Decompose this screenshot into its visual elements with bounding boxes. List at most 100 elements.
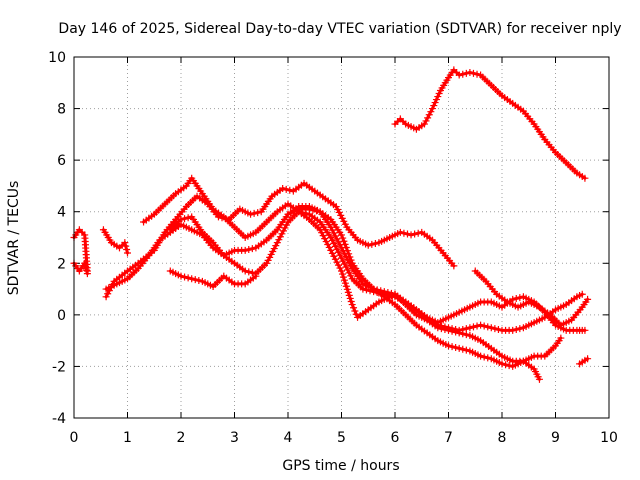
data-point [81, 259, 89, 267]
data-point [455, 326, 463, 334]
data-point [336, 264, 344, 272]
data-point [462, 325, 470, 333]
series-track-1 [70, 226, 91, 275]
series-track-10 [391, 290, 586, 334]
data-point [333, 235, 341, 243]
data-point [327, 246, 335, 254]
data-point [434, 321, 442, 329]
data-point [272, 242, 280, 250]
data-point [184, 214, 192, 222]
data-point [184, 274, 192, 282]
data-point [282, 185, 290, 193]
data-point [450, 262, 458, 270]
data-point [336, 251, 344, 259]
y-tick-label: -4 [52, 411, 66, 427]
data-point [535, 375, 543, 383]
data-point [459, 345, 467, 353]
data-point [121, 239, 129, 247]
data-point [181, 273, 189, 281]
x-tick-label: 4 [284, 430, 293, 446]
data-point [248, 269, 256, 277]
data-point [273, 239, 281, 247]
data-point [82, 263, 90, 271]
data-point [263, 259, 271, 267]
data-point [491, 325, 499, 333]
data-point [335, 208, 343, 216]
data-point [424, 114, 432, 122]
data-point [403, 230, 411, 238]
data-point [338, 254, 345, 262]
data-point [339, 247, 347, 255]
data-point [516, 294, 524, 302]
data-point [334, 261, 342, 269]
y-tick-label: 10 [48, 50, 66, 66]
data-point [512, 295, 520, 303]
data-point [331, 242, 339, 250]
data-point [248, 245, 256, 253]
data-point [350, 304, 358, 312]
data-point [339, 273, 347, 281]
x-axis-label: GPS time / hours [282, 458, 399, 474]
y-tick-label: -2 [52, 359, 66, 375]
data-point [498, 360, 506, 368]
x-tick-label: 3 [230, 430, 239, 446]
data-point [334, 248, 342, 256]
data-point [321, 235, 329, 243]
data-point [477, 352, 485, 360]
data-point [434, 93, 442, 101]
data-point [266, 253, 274, 261]
data-point [494, 325, 502, 333]
data-point [445, 324, 452, 332]
data-point [302, 209, 310, 217]
data-point [247, 210, 255, 218]
series-track-13 [391, 66, 589, 182]
y-tick-label: 4 [57, 205, 66, 221]
data-point [341, 260, 349, 268]
x-tick-label: 2 [177, 430, 186, 446]
data-point [435, 90, 443, 98]
data-point [473, 322, 481, 330]
data-point [344, 288, 352, 296]
data-point [368, 240, 376, 248]
data-point [330, 229, 338, 237]
data-point [346, 294, 354, 302]
data-point [82, 266, 90, 274]
data-point [328, 249, 336, 257]
data-point [578, 290, 586, 298]
data-point [177, 272, 185, 280]
data-point [516, 325, 524, 333]
data-point [252, 272, 260, 280]
data-point [480, 353, 488, 361]
y-axis-label: SDTVAR / TECUs [6, 181, 22, 296]
data-point [345, 269, 353, 277]
data-point [332, 203, 340, 211]
data-point [371, 240, 379, 248]
data-point [241, 246, 249, 254]
data-point [241, 267, 249, 275]
data-point [502, 361, 510, 369]
data-point [344, 266, 352, 274]
data-series [70, 66, 592, 383]
data-point [245, 268, 253, 276]
data-point [345, 291, 353, 299]
data-point [425, 111, 433, 119]
data-point [347, 261, 355, 269]
data-point [432, 96, 440, 104]
data-point [270, 245, 278, 253]
data-point [328, 236, 336, 244]
data-point [407, 231, 415, 239]
data-point [334, 206, 342, 214]
x-tick-label: 1 [123, 430, 132, 446]
data-point [339, 257, 347, 265]
y-tick-label: 6 [57, 153, 66, 169]
data-point [343, 285, 351, 293]
data-point [411, 230, 419, 238]
data-point [298, 209, 306, 217]
data-point [462, 69, 470, 77]
data-point [331, 232, 339, 240]
data-point [342, 282, 350, 290]
data-point [102, 293, 110, 301]
x-tick-label: 10 [600, 430, 618, 446]
data-point [466, 324, 474, 332]
data-point [352, 310, 360, 318]
